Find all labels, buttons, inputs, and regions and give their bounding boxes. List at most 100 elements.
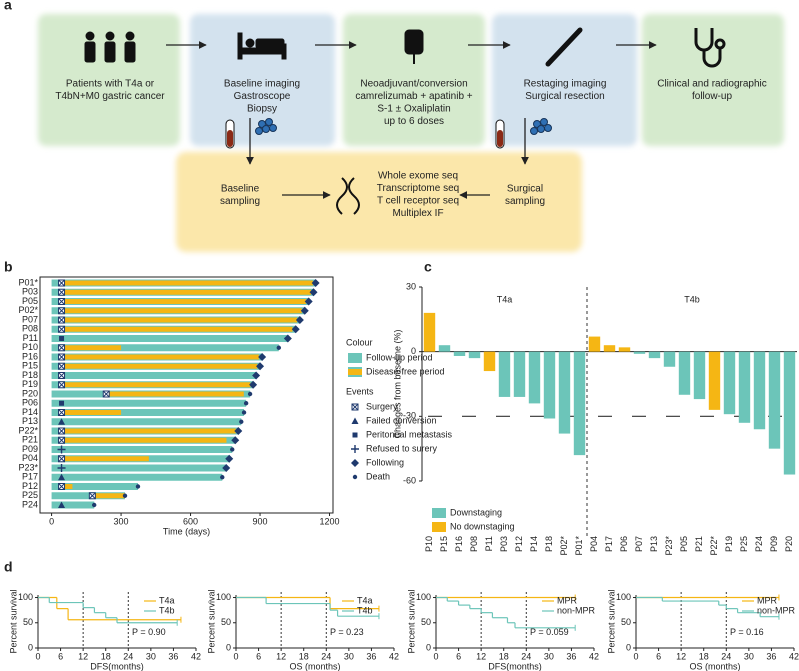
event-marker xyxy=(295,316,304,324)
x-tick-label: 18 xyxy=(299,651,309,661)
marker-part xyxy=(59,336,65,341)
marker-part xyxy=(239,419,244,424)
icon-part xyxy=(84,41,96,63)
node-text: Clinical and radiographic xyxy=(657,79,767,90)
sequencing-text: Whole exome seq xyxy=(378,171,458,182)
event-marker xyxy=(59,336,65,341)
follow-up-bar xyxy=(51,464,227,472)
x-tick-label: 42 xyxy=(191,651,201,661)
y-axis-label: Changes from baseline (%) xyxy=(392,329,402,438)
icon-part xyxy=(125,31,135,41)
x-tick-label: P06 xyxy=(619,536,629,552)
marker-part xyxy=(252,371,261,380)
marker-part xyxy=(122,493,128,498)
event-marker xyxy=(351,459,359,467)
follow-up-bar xyxy=(51,501,95,509)
event-marker xyxy=(225,454,234,463)
x-tick-label: P21 xyxy=(694,536,704,552)
node-text: Neoadjuvant/conversion xyxy=(360,79,467,90)
x-tick-label: P11 xyxy=(484,536,494,551)
event-marker xyxy=(249,380,258,389)
y-tick-label: 0 xyxy=(28,642,33,652)
x-tick-label: 1200 xyxy=(320,516,340,526)
event-marker xyxy=(58,372,66,379)
event-marker xyxy=(351,403,359,411)
marker-part xyxy=(58,362,65,370)
disease-free-bar xyxy=(92,493,126,499)
x-tick-label: P05 xyxy=(679,536,689,552)
bar xyxy=(678,351,691,395)
legend-label: Follow-up period xyxy=(366,352,433,362)
node-text: follow-up xyxy=(692,91,732,102)
y-tick-label: 50 xyxy=(421,617,431,627)
bar xyxy=(753,351,766,430)
follow-up-bar xyxy=(51,372,257,379)
box xyxy=(492,14,637,146)
legend-label: Surgery xyxy=(366,401,398,411)
marker-part xyxy=(58,288,65,296)
marker-part xyxy=(58,436,65,444)
cell xyxy=(262,125,270,133)
event-marker xyxy=(58,381,66,389)
x-tick-label: 36 xyxy=(168,651,178,661)
box xyxy=(642,14,784,146)
group-label: T4b xyxy=(684,294,700,304)
legend-label: Disease-free period xyxy=(366,366,445,376)
x-tick-label: P04 xyxy=(589,536,599,552)
box xyxy=(190,14,335,146)
follow-up-bar xyxy=(51,344,279,352)
icon-part xyxy=(336,177,348,215)
event-marker xyxy=(57,445,66,454)
marker-part xyxy=(311,279,320,287)
bar xyxy=(648,351,661,359)
event-marker xyxy=(102,390,110,398)
bar xyxy=(483,351,496,372)
node-text: up to 6 doses xyxy=(384,116,444,127)
event-marker xyxy=(256,362,265,371)
bar xyxy=(663,351,676,367)
patient-label: P25 xyxy=(22,490,38,500)
patient-label: P04 xyxy=(22,453,38,463)
disease-free-bar xyxy=(61,428,236,434)
node-text: Baseline imaging xyxy=(224,79,300,90)
bar xyxy=(423,312,436,352)
legend-label: Following xyxy=(366,457,404,467)
event-marker xyxy=(58,427,66,435)
legend-label: T4a xyxy=(159,595,175,605)
patient-label: P02* xyxy=(18,305,38,315)
x-tick-label: 42 xyxy=(589,651,599,661)
x-axis-label: OS (months) xyxy=(289,661,340,671)
icon-part xyxy=(124,41,136,63)
event-marker xyxy=(311,279,320,287)
p-value: P = 0.90 xyxy=(132,627,166,637)
x-tick-label: 6 xyxy=(58,651,63,661)
event-marker xyxy=(58,501,66,508)
box xyxy=(176,152,582,252)
panel-label: b xyxy=(4,259,13,275)
bar xyxy=(768,351,781,449)
event-marker xyxy=(58,344,66,352)
bar xyxy=(543,351,556,419)
legend-label: non-MPR xyxy=(757,605,796,615)
y-tick-label: 0 xyxy=(411,346,416,356)
event-marker xyxy=(276,345,282,350)
marker-part xyxy=(58,427,65,435)
patient-label: P01* xyxy=(18,277,38,287)
cell xyxy=(255,127,263,135)
bar xyxy=(573,351,586,456)
marker-part xyxy=(283,334,292,343)
legend-swatch xyxy=(432,508,446,518)
marker-part xyxy=(230,447,235,452)
marker-part xyxy=(243,401,249,406)
disease-free-bar xyxy=(61,437,227,443)
x-tick-label: P16 xyxy=(454,536,464,552)
patient-label: P22* xyxy=(18,425,38,435)
panel-label: c xyxy=(424,259,432,275)
marker-part xyxy=(135,484,141,489)
event-marker xyxy=(247,391,253,397)
event-marker xyxy=(258,353,267,361)
event-marker xyxy=(58,325,66,333)
x-tick-label: 12 xyxy=(78,651,88,661)
event-marker xyxy=(58,418,66,425)
x-tick-label: 42 xyxy=(789,651,799,661)
